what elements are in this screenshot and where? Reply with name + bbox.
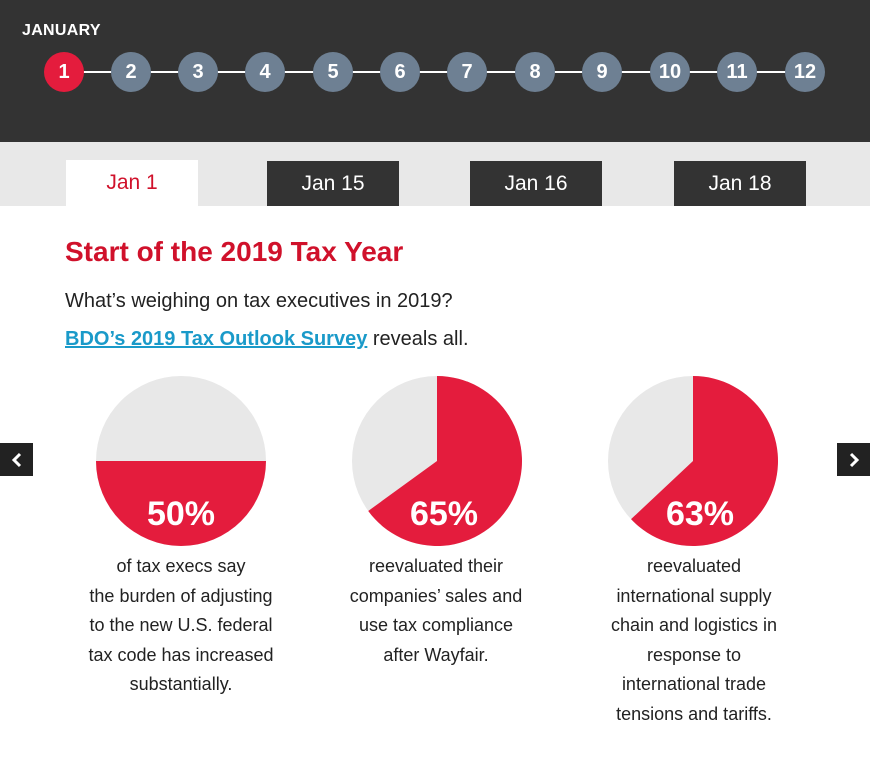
pie-label-2: 65% [410, 495, 478, 533]
timeline-header: JANUARY 1 2 3 4 5 6 7 8 9 10 11 12 [0, 0, 870, 142]
pie-slice-2 [368, 376, 522, 546]
caption-1-line: of tax execs say [116, 556, 246, 576]
caption-1-line: substantially. [129, 674, 233, 694]
intro-suffix: reveals all. [367, 328, 469, 350]
timeline-step-2[interactable]: 2 [111, 52, 151, 92]
pie-chart-1: 50% [96, 376, 266, 546]
next-button[interactable] [837, 443, 870, 476]
tab-jan-16[interactable]: Jan 16 [470, 161, 602, 206]
intro-line: BDO’s 2019 Tax Outlook Survey reveals al… [65, 328, 469, 351]
page-title: Start of the 2019 Tax Year [65, 236, 404, 267]
caption-1-line: to the new U.S. federal [89, 615, 273, 635]
pie-chart-3: 63% [608, 376, 778, 546]
caption-3-line: chain and logistics in [610, 615, 778, 635]
caption-3-line: response to [646, 644, 742, 665]
caption-2-line: reevaluated their [368, 556, 504, 576]
pie-slice-3 [631, 376, 778, 546]
survey-link[interactable]: BDO’s 2019 Tax Outlook Survey [65, 328, 368, 350]
caption-3-line: reevaluated [646, 556, 742, 576]
timeline-step-11[interactable]: 11 [717, 52, 757, 92]
tab-jan-18[interactable]: Jan 18 [674, 161, 806, 206]
timeline-step-9[interactable]: 9 [582, 52, 622, 92]
intro-question: What’s weighing on tax executives in 201… [65, 290, 453, 312]
pie-slice-1 [96, 461, 266, 546]
timeline-step-12[interactable]: 12 [785, 52, 825, 92]
caption-2: reevaluated their companies’ sales and u… [321, 552, 551, 670]
chevron-left-icon [11, 452, 21, 467]
chevron-right-icon [849, 452, 859, 467]
caption-2-line: use tax compliance [358, 615, 514, 635]
timeline-step-1[interactable]: 1 [44, 52, 84, 92]
pie-label-3: 63% [666, 495, 734, 533]
tab-jan-1[interactable]: Jan 1 [66, 160, 198, 206]
prev-button[interactable] [0, 443, 33, 476]
caption-3-line: tensions and tariffs. [616, 703, 772, 724]
timeline-step-8[interactable]: 8 [515, 52, 555, 92]
pie-label-1: 50% [147, 495, 215, 533]
caption-2-line: after Wayfair. [383, 644, 489, 665]
caption-3-line: international trade [621, 674, 767, 694]
caption-1-line: the burden of adjusting [89, 585, 273, 606]
timeline-line [64, 71, 806, 73]
timeline-step-3[interactable]: 3 [178, 52, 218, 92]
caption-1-line: tax code has increased [88, 644, 274, 665]
caption-2-line: companies’ sales and [349, 585, 523, 606]
month-label: JANUARY [22, 22, 101, 39]
caption-3: reevaluated international supply chain a… [579, 552, 809, 729]
pie-chart-2: 65% [352, 376, 522, 546]
caption-3-line: international supply [616, 585, 772, 606]
timeline-step-4[interactable]: 4 [245, 52, 285, 92]
caption-1: of tax execs say the burden of adjusting… [66, 552, 296, 700]
timeline-step-7[interactable]: 7 [447, 52, 487, 92]
timeline-step-6[interactable]: 6 [380, 52, 420, 92]
tab-jan-15[interactable]: Jan 15 [267, 161, 399, 206]
timeline-step-5[interactable]: 5 [313, 52, 353, 92]
timeline-step-10[interactable]: 10 [650, 52, 690, 92]
